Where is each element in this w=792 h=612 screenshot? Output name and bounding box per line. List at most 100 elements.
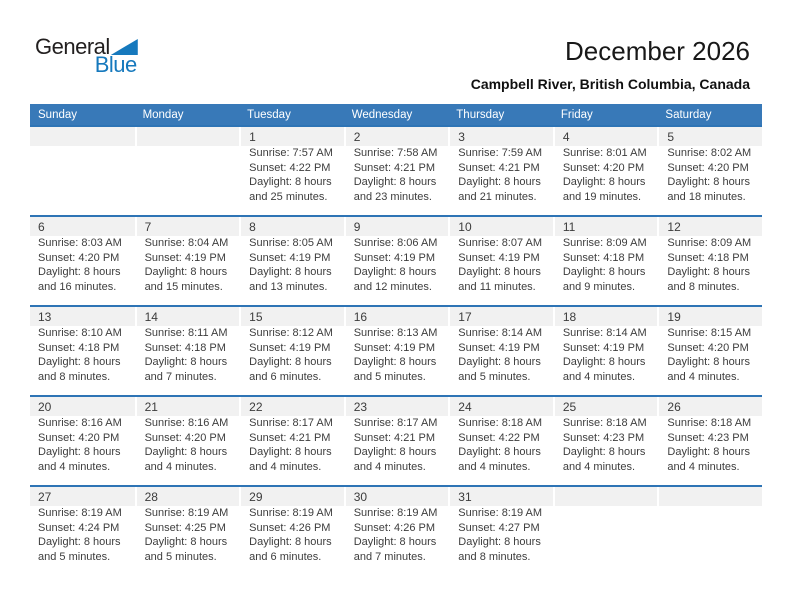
sunrise-text: Sunrise: 8:17 AM: [249, 417, 333, 429]
day-number-band: 18: [554, 307, 658, 326]
day-number-band: 11: [554, 217, 658, 236]
sunset-text: Sunset: 4:19 PM: [144, 251, 226, 264]
day-cell-23: 23 Sunrise: 8:17 AM Sunset: 4:21 PM Dayligh…: [343, 397, 449, 485]
day-cell-11: 11 Sunrise: 8:09 AM Sunset: 4:18 PM Dayligh…: [552, 217, 658, 305]
day-number-band: 8: [241, 217, 344, 236]
day-cell-5: 5 Sunrise: 8:02 AM Sunset: 4:20 PM Daylight…: [657, 127, 762, 215]
day-cell-26: 26 Sunrise: 8:18 AM Sunset: 4:23 PM Dayligh…: [657, 397, 762, 485]
day-cell-1: 1 Sunrise: 7:57 AM Sunset: 4:22 PM Daylight…: [239, 127, 344, 215]
day-number-band: [30, 127, 135, 146]
sunrise-text: Sunrise: 7:57 AM: [249, 147, 333, 159]
sunrise-text: Sunrise: 8:01 AM: [562, 147, 647, 159]
sunset-text: Sunset: 4:21 PM: [353, 161, 436, 174]
page-subtitle: Campbell River, British Columbia, Canada: [470, 76, 750, 92]
sunset-text: Sunset: 4:23 PM: [562, 431, 645, 444]
day-cell-17: 17 Sunrise: 8:14 AM Sunset: 4:19 PM Dayligh…: [448, 307, 553, 395]
sunset-text: Sunset: 4:27 PM: [458, 521, 540, 534]
weekday-monday: Monday: [142, 108, 184, 121]
sunrise-text: Sunrise: 8:14 AM: [562, 327, 647, 339]
daylight-text: Daylight: 8 hours and 6 minutes.: [249, 356, 332, 383]
week-row-4: 20 Sunrise: 8:16 AM Sunset: 4:20 PM Dayligh…: [30, 395, 762, 485]
day-number-band: 16: [345, 307, 449, 326]
daylight-text: Daylight: 8 hours and 15 minutes.: [144, 266, 228, 293]
sunset-text: Sunset: 4:21 PM: [249, 431, 331, 444]
daylight-text: Daylight: 8 hours and 4 minutes.: [667, 446, 750, 473]
day-number-band: 28: [136, 487, 240, 506]
daylight-text: Daylight: 8 hours and 4 minutes.: [353, 446, 437, 473]
day-number: 5: [667, 129, 675, 144]
sunrise-text: Sunrise: 8:17 AM: [353, 417, 438, 429]
sunset-text: Sunset: 4:18 PM: [667, 251, 749, 264]
title-block: December 2026 Campbell River, British Co…: [471, 36, 750, 92]
day-number: 9: [353, 219, 361, 234]
day-number-band: 7: [136, 217, 240, 236]
day-number-band: 10: [450, 217, 553, 236]
sunrise-text: Sunrise: 8:12 AM: [249, 327, 333, 339]
day-cell-19: 19 Sunrise: 8:15 AM Sunset: 4:20 PM Dayligh…: [657, 307, 762, 395]
daylight-text: Daylight: 8 hours and 12 minutes.: [353, 266, 437, 293]
sunset-text: Sunset: 4:20 PM: [144, 431, 226, 444]
sunset-text: Sunset: 4:19 PM: [353, 341, 436, 354]
day-number-band: 13: [30, 307, 135, 326]
week-row-1: 1 Sunrise: 7:57 AM Sunset: 4:22 PM Daylight…: [30, 125, 762, 215]
day-number-band: 20: [30, 397, 135, 416]
logo-triangle-icon: [110, 39, 138, 55]
day-number-band: [136, 127, 240, 146]
weekday-sunday: Sunday: [38, 108, 78, 121]
day-cell-18: 18 Sunrise: 8:14 AM Sunset: 4:19 PM Dayligh…: [552, 307, 658, 395]
day-number: 17: [458, 309, 472, 324]
day-cell-29: 29 Sunrise: 8:19 AM Sunset: 4:26 PM Dayligh…: [239, 487, 344, 575]
daylight-text: Daylight: 8 hours and 5 minutes.: [144, 536, 228, 563]
day-number: 1: [249, 129, 256, 144]
sunrise-text: Sunrise: 8:19 AM: [249, 507, 333, 519]
day-number-band: 22: [241, 397, 344, 416]
daylight-text: Daylight: 8 hours and 8 minutes.: [667, 266, 750, 293]
daylight-text: Daylight: 8 hours and 4 minutes.: [667, 356, 750, 383]
sunset-text: Sunset: 4:20 PM: [38, 431, 120, 444]
day-number: 21: [144, 399, 158, 414]
week-row-5: 27 Sunrise: 8:19 AM Sunset: 4:24 PM Dayligh…: [30, 485, 762, 575]
sunset-text: Sunset: 4:20 PM: [667, 341, 749, 354]
sunset-text: Sunset: 4:20 PM: [562, 161, 645, 174]
day-number-band: 19: [659, 307, 762, 326]
day-number-band: 21: [136, 397, 240, 416]
sunrise-text: Sunrise: 8:05 AM: [249, 237, 333, 249]
day-number-band: 31: [450, 487, 553, 506]
day-number: 4: [562, 129, 570, 144]
sunset-text: Sunset: 4:19 PM: [562, 341, 645, 354]
daylight-text: Daylight: 8 hours and 4 minutes.: [562, 356, 646, 383]
day-number: 12: [667, 219, 681, 234]
weekday-wednesday: Wednesday: [351, 108, 413, 121]
day-cell-14: 14 Sunrise: 8:11 AM Sunset: 4:18 PM Dayligh…: [134, 307, 240, 395]
sunset-text: Sunset: 4:25 PM: [144, 521, 226, 534]
weekday-saturday: Saturday: [665, 108, 712, 121]
sunrise-text: Sunrise: 8:11 AM: [144, 327, 228, 339]
sunset-text: Sunset: 4:19 PM: [353, 251, 436, 264]
sunrise-text: Sunrise: 8:13 AM: [353, 327, 438, 339]
daylight-text: Daylight: 8 hours and 18 minutes.: [667, 176, 750, 203]
page-title: December 2026: [565, 36, 750, 66]
sunrise-text: Sunrise: 8:16 AM: [144, 417, 229, 429]
day-number: 14: [144, 309, 158, 324]
day-number-band: 23: [345, 397, 449, 416]
sunrise-text: Sunrise: 8:03 AM: [38, 237, 122, 249]
day-cell-3: 3 Sunrise: 7:59 AM Sunset: 4:21 PM Daylight…: [448, 127, 553, 215]
day-number-band: 5: [659, 127, 762, 146]
daylight-text: Daylight: 8 hours and 4 minutes.: [38, 446, 121, 473]
day-number-band: 24: [450, 397, 553, 416]
day-cell-empty: [134, 127, 240, 215]
sunrise-text: Sunrise: 8:18 AM: [458, 417, 543, 429]
daylight-text: Daylight: 8 hours and 8 minutes.: [458, 536, 541, 563]
sunset-text: Sunset: 4:18 PM: [144, 341, 226, 354]
sunrise-text: Sunrise: 7:58 AM: [353, 147, 438, 159]
day-cell-8: 8 Sunrise: 8:05 AM Sunset: 4:19 PM Daylight…: [239, 217, 344, 305]
sunset-text: Sunset: 4:20 PM: [667, 161, 749, 174]
day-number: 7: [144, 219, 152, 234]
sunrise-text: Sunrise: 8:10 AM: [38, 327, 122, 339]
calendar-body: 1 Sunrise: 7:57 AM Sunset: 4:22 PM Daylight…: [30, 125, 762, 575]
weekday-friday: Friday: [560, 108, 593, 121]
logo-text-blue: Blue: [94, 52, 138, 77]
sunset-text: Sunset: 4:21 PM: [458, 161, 540, 174]
sunset-text: Sunset: 4:18 PM: [562, 251, 645, 264]
sunrise-text: Sunrise: 8:16 AM: [38, 417, 122, 429]
